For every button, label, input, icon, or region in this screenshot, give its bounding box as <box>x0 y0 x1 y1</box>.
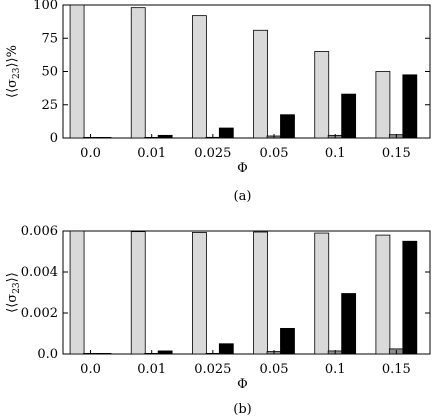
bar-series-1-0.01 <box>130 231 146 355</box>
bar-series-1-0.15 <box>375 71 391 139</box>
x-tick-label: 0.01 <box>137 362 166 377</box>
chart-caption: (b) <box>233 402 251 417</box>
x-tick-label: 0.0 <box>80 362 101 377</box>
bar-series-3-0.15 <box>402 240 418 355</box>
x-axis-label: Φ <box>237 161 248 176</box>
plot-frame <box>62 4 431 139</box>
y-axis-label: ⟨⟨σ23⟩⟩% <box>5 45 22 98</box>
bar-series-3-0.0 <box>96 136 112 139</box>
y-tick-label: 0.002 <box>21 306 58 321</box>
bar-series-3-0.15 <box>402 74 418 139</box>
bar-series-3-0.05 <box>280 327 295 355</box>
x-tick-label: 0.0 <box>80 146 101 161</box>
bar-series-3-0.0 <box>96 352 112 355</box>
bar-series-3-0.025 <box>218 343 234 355</box>
bar-series-3-0.05 <box>280 114 295 139</box>
x-axis-label: Φ <box>237 377 248 392</box>
bar-series-1-0.025 <box>191 232 207 355</box>
y-tick-label: 0 <box>50 131 58 146</box>
bar-series-3-0.1 <box>341 293 357 355</box>
bar-series-1-0.1 <box>314 51 330 139</box>
y-tick-label: 0.006 <box>21 224 58 239</box>
chart-panel-2: 0.0 0.002 0.004 0.006 0.0 0.01 0.025 0.05 0.1 0.1… <box>5 224 431 417</box>
bar-series-1-0.0 <box>69 230 85 355</box>
bar-series-3-0.1 <box>341 93 357 139</box>
bar-series-3-0.01 <box>157 350 173 355</box>
x-tick-label: 0.15 <box>382 146 411 161</box>
bar-series-3-0.025 <box>218 127 234 139</box>
chart-caption: (a) <box>234 189 252 204</box>
bar-series-1-0.05 <box>253 231 268 355</box>
y-tick-label: 50 <box>41 65 58 80</box>
plot-frame <box>62 230 431 355</box>
x-tick-label: 0.025 <box>194 362 231 377</box>
x-tick-label: 0.05 <box>260 362 289 377</box>
x-tick-label: 0.01 <box>137 146 166 161</box>
bar-series-1-0.01 <box>130 7 146 139</box>
bar-series-1-0.15 <box>375 234 391 355</box>
x-tick-label: 0.1 <box>325 146 346 161</box>
bar-series-1-0.05 <box>253 29 268 139</box>
y-tick-label: 25 <box>41 98 58 113</box>
y-tick-label: 100 <box>33 0 58 13</box>
y-tick-label: 75 <box>41 31 58 46</box>
y-tick-label: 0.0 <box>37 347 58 362</box>
bar-series-1-0.025 <box>191 15 207 139</box>
chart-panel-1: 0 25 50 75 100 0.0 0.01 0.025 0.05 0.1 0.15 Φ ⟨⟨σ23⟩… <box>5 0 431 204</box>
bar-series-3-0.01 <box>157 134 173 139</box>
y-axis-label: ⟨⟨σ23⟩⟩ <box>5 272 22 313</box>
y-tick-label: 0.004 <box>21 265 58 280</box>
x-tick-label: 0.025 <box>194 146 231 161</box>
x-tick-label: 0.05 <box>260 146 289 161</box>
x-tick-label: 0.1 <box>325 362 346 377</box>
bar-series-1-0.0 <box>69 4 85 139</box>
bar-series-1-0.1 <box>314 232 330 355</box>
x-tick-label: 0.15 <box>382 362 411 377</box>
